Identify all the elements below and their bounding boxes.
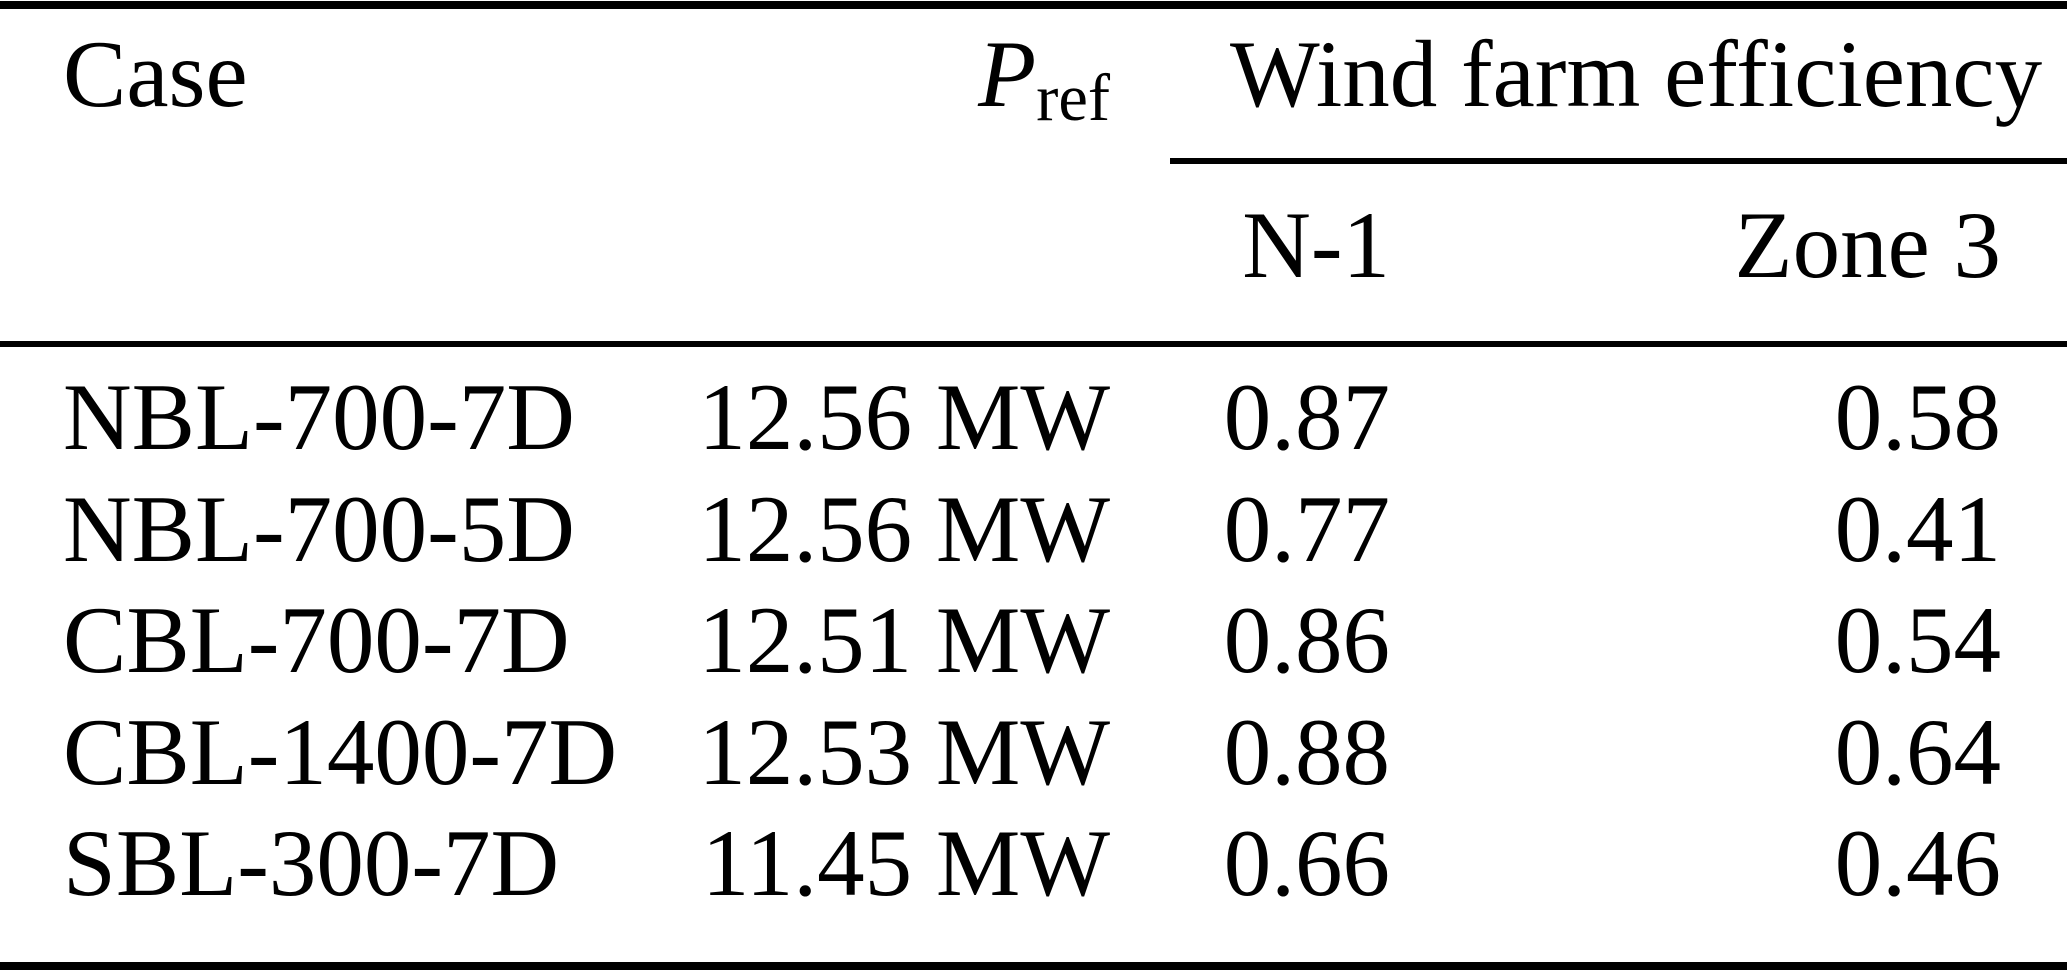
table-row: NBL-700-5D 12.56 MW 0.77 0.41 (0, 482, 2067, 577)
n1-efficiency-cell: 0.77 (1223, 476, 1390, 582)
zone3-efficiency-cell: 0.58 (1834, 364, 2001, 470)
table-row: CBL-700-7D 12.51 MW 0.86 0.54 (0, 593, 2067, 688)
col-subheader-n1: N-1 (1242, 192, 1390, 298)
pref-cell: 12.53 MW (698, 699, 1110, 805)
n1-efficiency-cell: 0.86 (1223, 587, 1390, 693)
top-rule (0, 1, 2067, 9)
case-cell: SBL-300-7D (63, 810, 560, 916)
zone3-efficiency-cell: 0.46 (1834, 810, 2001, 916)
col-header-pref: Pref (978, 27, 1110, 132)
group-underline-rule (1170, 158, 2067, 164)
col-header-case: Case (63, 21, 248, 127)
case-cell: CBL-1400-7D (63, 699, 618, 805)
zone3-efficiency-cell: 0.41 (1834, 476, 2001, 582)
zone3-efficiency-cell: 0.64 (1834, 699, 2001, 805)
header-row-2: N-1 Zone 3 (0, 198, 2067, 293)
col-subheader-zone3: Zone 3 (1734, 192, 2001, 298)
pref-cell: 11.45 MW (701, 810, 1110, 916)
case-cell: NBL-700-7D (63, 364, 575, 470)
case-cell: NBL-700-5D (63, 476, 575, 582)
n1-efficiency-cell: 0.87 (1223, 364, 1390, 470)
table-row: SBL-300-7D 11.45 MW 0.66 0.46 (0, 816, 2067, 911)
n1-efficiency-cell: 0.88 (1223, 699, 1390, 805)
table-row: CBL-1400-7D 12.53 MW 0.88 0.64 (0, 705, 2067, 800)
table-row: NBL-700-7D 12.56 MW 0.87 0.58 (0, 370, 2067, 465)
header-divider-rule (0, 341, 2067, 347)
zone3-efficiency-cell: 0.54 (1834, 587, 2001, 693)
bottom-rule (0, 962, 2067, 970)
header-row-1: Case Pref Wind farm efficiency (0, 21, 2067, 132)
case-cell: CBL-700-7D (63, 587, 570, 693)
n1-efficiency-cell: 0.66 (1223, 810, 1390, 916)
pref-cell: 12.51 MW (698, 587, 1110, 693)
pref-subscript: ref (1036, 61, 1110, 135)
group-header-wind-farm-efficiency: Wind farm efficiency (1230, 21, 2043, 127)
pref-cell: 12.56 MW (698, 364, 1110, 470)
pref-symbol: P (978, 21, 1037, 127)
pref-cell: 12.56 MW (698, 476, 1110, 582)
